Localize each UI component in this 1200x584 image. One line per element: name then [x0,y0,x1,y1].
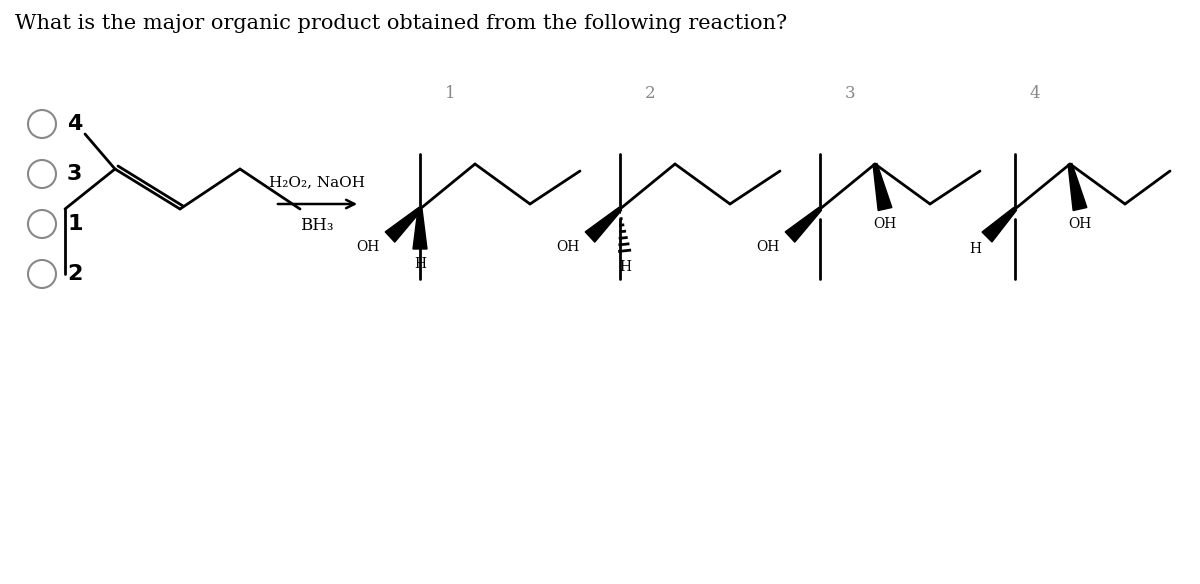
Polygon shape [1068,164,1087,210]
Text: 1: 1 [445,85,455,103]
Text: 2: 2 [644,85,655,103]
Text: H: H [970,242,982,256]
Polygon shape [982,207,1016,242]
Text: OH: OH [756,240,780,254]
Text: 3: 3 [67,164,83,184]
Text: H₂O₂, NaOH: H₂O₂, NaOH [269,175,365,189]
Polygon shape [413,209,427,249]
Text: 4: 4 [67,114,83,134]
Text: BH₃: BH₃ [300,217,334,235]
Text: 2: 2 [67,264,83,284]
Text: OH: OH [874,217,896,231]
Polygon shape [874,164,892,210]
Polygon shape [385,207,421,242]
Text: OH: OH [356,240,379,254]
Polygon shape [586,207,622,242]
Polygon shape [785,207,821,242]
Text: 3: 3 [845,85,856,103]
Text: H: H [619,260,631,274]
Text: 1: 1 [67,214,83,234]
Text: OH: OH [1068,217,1092,231]
Text: H: H [414,257,426,271]
Text: What is the major organic product obtained from the following reaction?: What is the major organic product obtain… [14,14,787,33]
Text: 4: 4 [1030,85,1040,103]
Text: OH: OH [557,240,580,254]
